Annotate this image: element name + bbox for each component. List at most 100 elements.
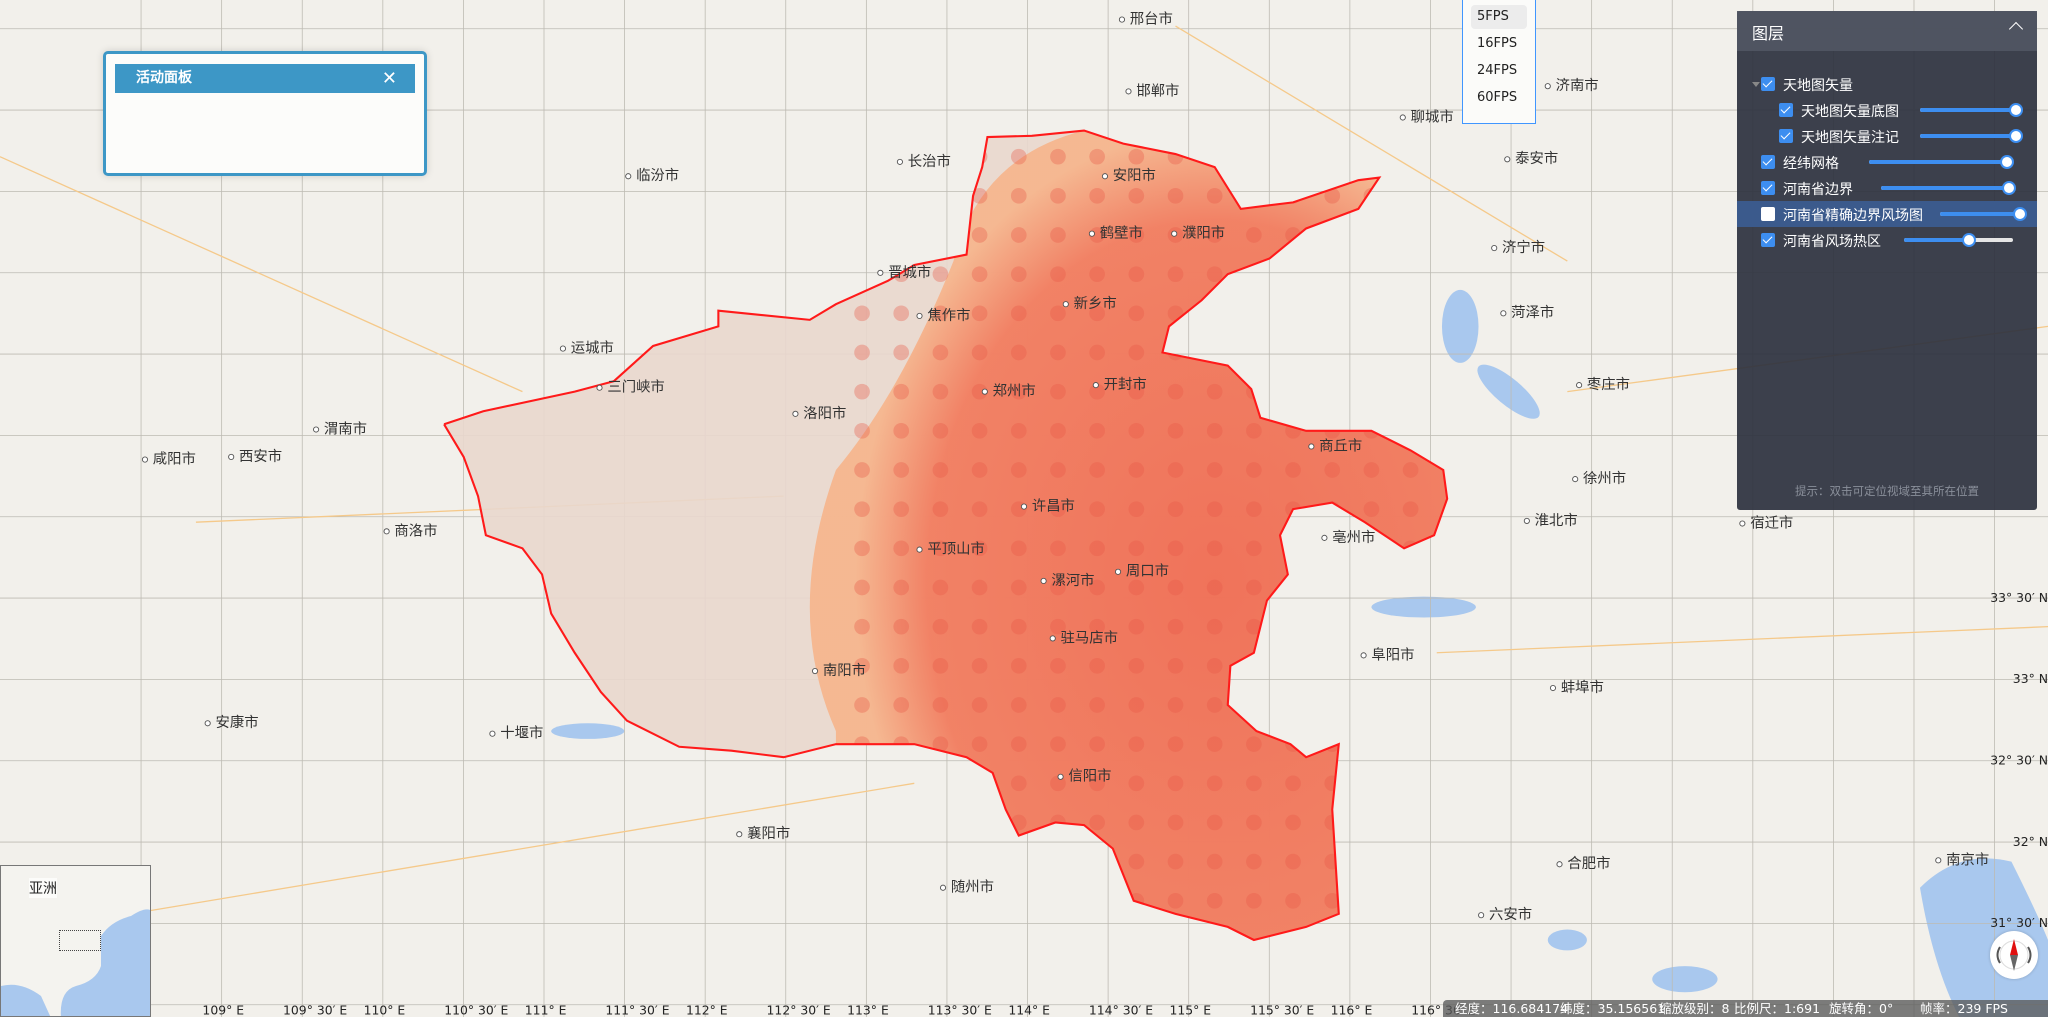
activity-panel-title: 活动面板 bbox=[136, 70, 192, 86]
longitude-label: 110° E bbox=[364, 1002, 406, 1017]
city-label: 开封市 bbox=[1104, 376, 1147, 393]
city-marker bbox=[559, 345, 567, 352]
heat-spot bbox=[1206, 853, 1223, 870]
heat-spot bbox=[1324, 697, 1341, 713]
city-label: 漯河市 bbox=[1051, 572, 1094, 589]
heat-spot bbox=[893, 775, 910, 792]
rotation-readout: 旋转角：0° bbox=[1829, 1001, 1894, 1016]
overview-map-water bbox=[1, 909, 150, 1016]
overview-map[interactable]: 亚洲 bbox=[0, 865, 151, 1017]
opacity-slider[interactable] bbox=[1869, 155, 2014, 169]
layer-row-henan-wind-field[interactable]: 河南省精确边界风场图 bbox=[1737, 201, 2037, 227]
compass-icon[interactable] bbox=[1990, 931, 2038, 979]
city-marker bbox=[1092, 382, 1099, 389]
heat-spot bbox=[854, 227, 870, 243]
opacity-slider[interactable] bbox=[1920, 103, 2023, 117]
layer-checkbox[interactable] bbox=[1761, 181, 1775, 195]
heat-spot bbox=[1128, 187, 1145, 204]
heat-spot bbox=[932, 501, 949, 517]
heat-spot bbox=[1010, 853, 1027, 870]
city-marker bbox=[1101, 173, 1109, 180]
layer-checkbox[interactable] bbox=[1761, 207, 1775, 221]
heat-spot bbox=[1285, 148, 1301, 165]
opacity-slider[interactable] bbox=[1940, 207, 2027, 221]
city-marker bbox=[1504, 156, 1511, 163]
heat-spot bbox=[1246, 657, 1262, 674]
heat-spot bbox=[1324, 579, 1341, 596]
city-label: 徐州市 bbox=[1583, 470, 1626, 487]
city-label: 蚌埠市 bbox=[1561, 678, 1604, 696]
longitude-label: 111° E bbox=[525, 1002, 567, 1017]
heat-spot bbox=[1010, 657, 1027, 674]
longitude-label: 111° 30′ E bbox=[605, 1002, 669, 1017]
heat-spot bbox=[932, 266, 949, 282]
heat-spot bbox=[1402, 775, 1419, 792]
heat-spot bbox=[1363, 383, 1380, 400]
heat-spot bbox=[1128, 657, 1145, 674]
heat-spot bbox=[971, 697, 988, 713]
city-marker bbox=[1360, 652, 1367, 659]
layer-label: 天地图矢量 bbox=[1783, 78, 1853, 94]
opacity-slider[interactable] bbox=[1904, 233, 2013, 247]
city-marker bbox=[204, 720, 211, 727]
layer-row-henan-wind-heat[interactable]: 河南省风场热区 bbox=[1737, 227, 2037, 253]
heat-spot bbox=[1167, 814, 1184, 831]
heat-spot bbox=[854, 187, 870, 204]
heat-spot bbox=[1285, 344, 1301, 361]
heat-spot bbox=[1246, 266, 1262, 282]
heat-spot bbox=[893, 383, 910, 400]
heat-spot bbox=[932, 892, 949, 909]
city-label: 焦作市 bbox=[927, 307, 970, 324]
heat-spot bbox=[1246, 540, 1262, 557]
heat-spot bbox=[1050, 892, 1066, 909]
heat-spot bbox=[1246, 305, 1262, 322]
expand-triangle-icon[interactable] bbox=[1752, 82, 1760, 87]
opacity-slider[interactable] bbox=[1920, 129, 2023, 143]
heat-spot bbox=[1167, 540, 1184, 557]
opacity-slider[interactable] bbox=[1881, 181, 2016, 195]
layer-row-vector-base[interactable]: 天地图矢量底图 bbox=[1737, 97, 2037, 123]
fps-option-16[interactable]: 16FPS bbox=[1477, 36, 1518, 51]
heat-spot bbox=[1050, 344, 1066, 361]
heat-spot bbox=[1050, 462, 1066, 478]
city-marker bbox=[1020, 503, 1028, 510]
heat-spot bbox=[1285, 697, 1301, 713]
city-label: 襄阳市 bbox=[747, 825, 790, 842]
city-marker bbox=[1321, 534, 1328, 541]
heat-spot bbox=[1128, 462, 1145, 478]
chevron-up-icon[interactable] bbox=[2008, 21, 2024, 37]
layer-row-vector-annotation[interactable]: 天地图矢量注记 bbox=[1737, 123, 2037, 149]
layer-checkbox[interactable] bbox=[1779, 103, 1793, 117]
city-label: 安康市 bbox=[216, 714, 259, 731]
city-label: 枣庄市 bbox=[1587, 375, 1630, 393]
fps-option-24[interactable]: 24FPS bbox=[1477, 63, 1518, 78]
layer-checkbox[interactable] bbox=[1761, 77, 1775, 91]
layer-row-henan-boundary[interactable]: 河南省边界 bbox=[1737, 175, 2037, 201]
overview-viewport-rect[interactable] bbox=[59, 930, 101, 951]
fps-option-5[interactable]: 5FPS bbox=[1471, 5, 1527, 29]
layer-label: 天地图矢量注记 bbox=[1801, 130, 1899, 146]
layer-checkbox[interactable] bbox=[1761, 233, 1775, 247]
fps-option-60[interactable]: 60FPS bbox=[1477, 90, 1518, 105]
heat-spot bbox=[1324, 462, 1341, 478]
heat-spot bbox=[893, 814, 910, 831]
layer-row-tianditu-vector[interactable]: 天地图矢量 bbox=[1737, 71, 2037, 97]
latitude-label: 32° N bbox=[2013, 834, 2048, 849]
heat-spot bbox=[1089, 657, 1105, 674]
heat-spot bbox=[1363, 344, 1380, 361]
heat-spot bbox=[1050, 579, 1066, 596]
layer-checkbox[interactable] bbox=[1761, 155, 1775, 169]
city-marker bbox=[1125, 88, 1132, 95]
close-icon[interactable]: ✕ bbox=[381, 68, 397, 89]
heat-spot bbox=[1402, 227, 1419, 243]
layer-row-graticule[interactable]: 经纬网格 bbox=[1737, 149, 2037, 175]
city-marker bbox=[1935, 857, 1942, 864]
layer-checkbox[interactable] bbox=[1779, 129, 1793, 143]
heat-spot bbox=[1402, 618, 1419, 635]
heat-spot bbox=[1206, 540, 1223, 557]
heat-spot bbox=[932, 579, 949, 596]
layer-panel-header[interactable]: 图层 bbox=[1737, 11, 2037, 51]
heat-spot bbox=[1324, 775, 1341, 792]
heat-spot bbox=[1089, 266, 1105, 282]
